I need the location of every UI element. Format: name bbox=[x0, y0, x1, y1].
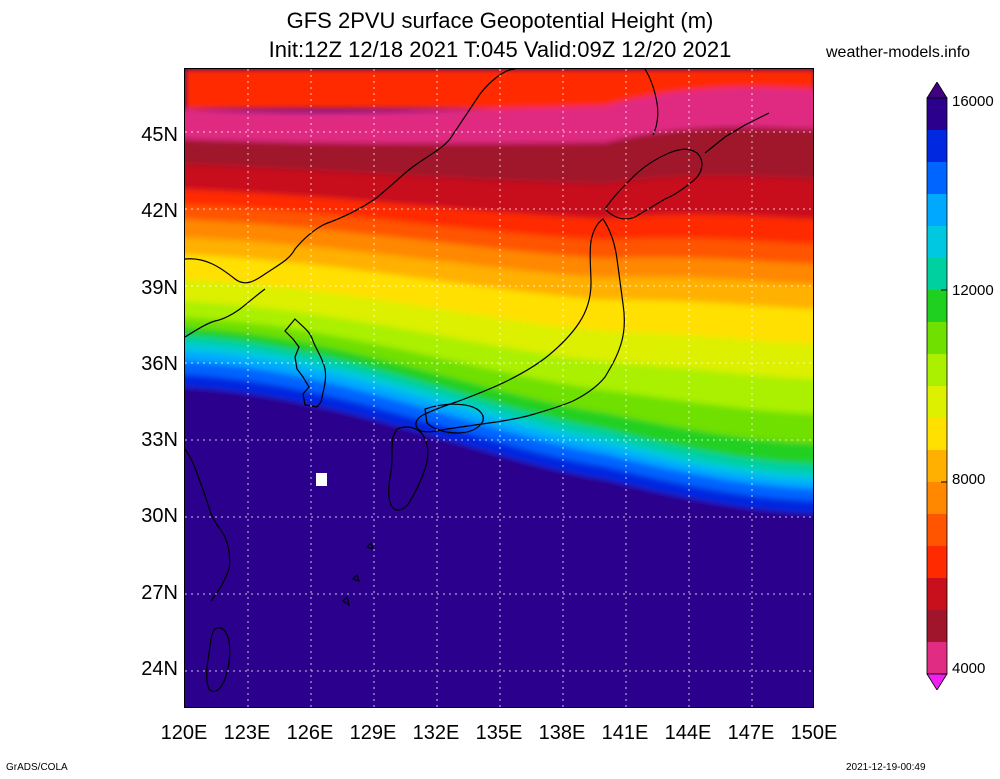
colorbar-cell bbox=[927, 578, 947, 611]
coastlines bbox=[185, 69, 770, 692]
shikoku-coast bbox=[424, 403, 484, 434]
colorbar-label-8000: 8000 bbox=[952, 471, 986, 488]
lon-label-144e: 144E bbox=[664, 722, 712, 744]
lon-label-138e: 138E bbox=[538, 722, 586, 744]
lat-label-39n: 39N bbox=[141, 277, 178, 299]
lat-label-36n: 36N bbox=[141, 353, 178, 375]
colorbar-cell bbox=[927, 226, 947, 259]
colorbar-min-arrow bbox=[926, 673, 948, 690]
china-east-coast bbox=[185, 448, 231, 602]
colorbar-cell bbox=[927, 354, 947, 387]
height-bands bbox=[185, 69, 813, 707]
colorbar-cell bbox=[927, 642, 947, 675]
chart-subtitle: Init:12Z 12/18 2021 T:045 Valid:09Z 12/2… bbox=[268, 37, 732, 62]
lon-label-141e: 141E bbox=[601, 722, 649, 744]
korea-coast bbox=[284, 318, 327, 408]
colorbar-cell bbox=[927, 514, 947, 547]
colorbar-cell bbox=[927, 322, 947, 355]
colorbar-cell bbox=[927, 194, 947, 227]
hokkaido-coast bbox=[604, 148, 703, 220]
taiwan-coast bbox=[206, 627, 231, 692]
height-band bbox=[185, 387, 813, 707]
colorbar-label-4000: 4000 bbox=[952, 660, 986, 677]
colorbar-max-arrow bbox=[926, 82, 948, 99]
kuril-islands bbox=[704, 112, 770, 154]
graticule bbox=[185, 69, 813, 707]
ryukyu-islands bbox=[342, 541, 374, 607]
colorbar-cell bbox=[927, 98, 947, 131]
lat-label-45n: 45N bbox=[141, 124, 178, 146]
lon-label-150e: 150E bbox=[790, 722, 838, 744]
lon-label-129e: 129E bbox=[349, 722, 397, 744]
mainland-coast bbox=[185, 69, 516, 284]
missing-data-patch bbox=[316, 473, 327, 486]
footer-timestamp: 2021-12-19-00:49 bbox=[846, 762, 926, 773]
lon-label-123e: 123E bbox=[223, 722, 271, 744]
colorbar-cell bbox=[927, 418, 947, 451]
colorbar-cell bbox=[927, 130, 947, 163]
sakhalin-coast bbox=[644, 69, 659, 136]
footer-software: GrADS/COLA bbox=[6, 762, 68, 773]
lat-label-42n: 42N bbox=[141, 200, 178, 222]
lon-label-135e: 135E bbox=[475, 722, 523, 744]
colorbar bbox=[926, 82, 948, 690]
bohai-coast bbox=[185, 288, 266, 338]
lat-label-27n: 27N bbox=[141, 582, 178, 604]
lon-label-126e: 126E bbox=[286, 722, 334, 744]
map-plot bbox=[184, 68, 814, 708]
colorbar-cells bbox=[926, 82, 948, 690]
lon-label-120e: 120E bbox=[160, 722, 208, 744]
site-credit: weather-models.info bbox=[826, 44, 971, 61]
lat-label-30n: 30N bbox=[141, 505, 178, 527]
colorbar-cell bbox=[927, 546, 947, 579]
honshu-coast bbox=[415, 218, 625, 433]
colorbar-cell bbox=[927, 386, 947, 419]
lat-label-24n: 24N bbox=[141, 658, 178, 680]
colorbar-cell bbox=[927, 610, 947, 643]
colorbar-cell bbox=[927, 290, 947, 323]
colorbar-cell bbox=[927, 450, 947, 483]
colorbar-cell bbox=[927, 162, 947, 195]
colorbar-label-12000: 12000 bbox=[952, 282, 994, 299]
colorbar-label-16000: 16000 bbox=[952, 93, 994, 110]
lon-label-132e: 132E bbox=[412, 722, 460, 744]
colorbar-cell bbox=[927, 258, 947, 291]
kyushu-coast bbox=[388, 426, 429, 511]
lat-label-33n: 33N bbox=[141, 429, 178, 451]
lon-label-147e: 147E bbox=[727, 722, 775, 744]
geopotential-field-map bbox=[185, 69, 813, 707]
chart-title: GFS 2PVU surface Geopotential Height (m) bbox=[286, 8, 714, 33]
colorbar-cell bbox=[927, 482, 947, 515]
